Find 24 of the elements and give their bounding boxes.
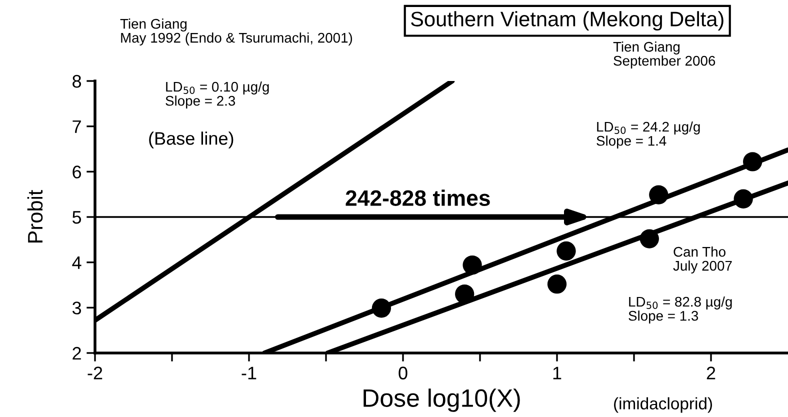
y-tick-label: 8 [72, 74, 82, 88]
y-tick-label: 6 [72, 166, 82, 178]
x-tick-label: 2 [706, 366, 716, 380]
x-tick-label: -1 [242, 366, 256, 380]
y-tick-label: 5 [72, 211, 82, 224]
text: (imidacloprid) [614, 397, 712, 413]
annotation: LD$_{50}$ = 24.2 µg/g Slope = 1.4 [596, 121, 700, 149]
x-axis-title: Dose log10(X) [364, 388, 520, 412]
y-axis-title: Probit [27, 190, 43, 242]
x-tick-label: -2 [88, 366, 102, 380]
text: Tien Giang May 1992 (Endo & Tsurumachi, 2001) [120, 18, 352, 46]
y-tick-label: 2 [72, 346, 81, 360]
y-tick-label: 7 [72, 120, 81, 133]
text: Tien Giang September 2006 [613, 42, 716, 68]
annotation: LD$_{50}$ = 82.8 µg/g Slope = 1.3 [628, 296, 732, 324]
annotation: LD$_{50}$ = 0.10 µg/g Slope = 2.3 [166, 81, 269, 109]
y-tick-label: 3 [72, 302, 82, 314]
annotation: (Base line) [149, 132, 234, 148]
x-tick-label: 1 [553, 366, 562, 380]
chart-title: Southern Vietnam (Mekong Delta) [411, 11, 724, 31]
annotation: Can Tho July 2007 [673, 246, 732, 274]
y-tick-label: 4 [72, 256, 82, 269]
annotation: 242-828 times [346, 190, 490, 206]
x-tick-label: 0 [398, 366, 408, 380]
